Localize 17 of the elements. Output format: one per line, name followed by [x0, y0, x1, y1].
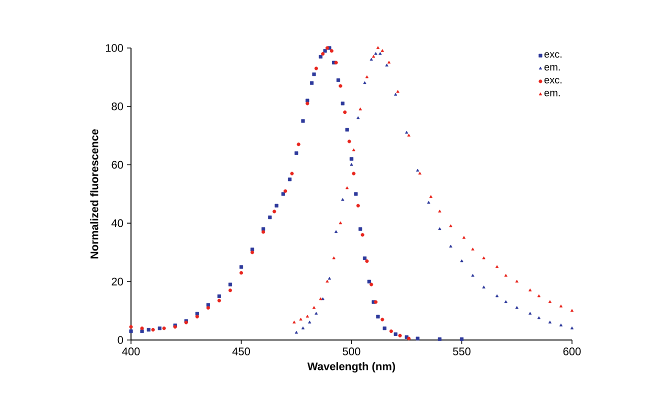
y-tick-label: 0 [118, 336, 124, 344]
legend-label: exc. [544, 52, 562, 58]
legend-label: em. [544, 65, 560, 71]
x-tick-label: 500 [342, 348, 360, 356]
x-axis-title: Wavelength (nm) [307, 362, 396, 372]
y-axis-title: Normalized fluorescence [90, 129, 98, 258]
y-tick-label: 80 [112, 102, 124, 110]
y-tick-label: 100 [106, 44, 124, 52]
x-tick-label: 400 [122, 348, 140, 356]
y-tick-label: 20 [112, 278, 124, 286]
y-tick-label: 60 [112, 160, 124, 169]
legend-label: em. [544, 90, 560, 96]
y-tick-label: 40 [111, 219, 124, 228]
x-tick-label: 550 [453, 348, 470, 356]
legend-label: exc. [544, 78, 562, 84]
x-tick-label: 600 [563, 348, 581, 356]
x-tick-label: 450 [232, 348, 250, 356]
